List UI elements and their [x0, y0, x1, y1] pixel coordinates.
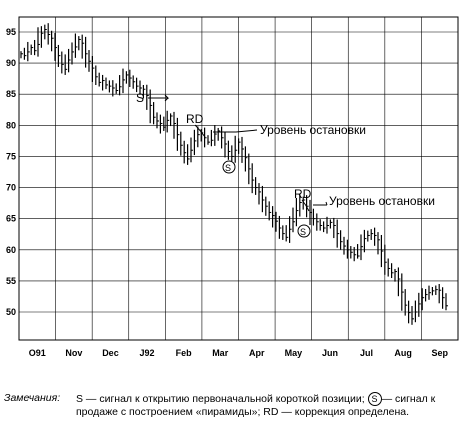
stop-leader-2	[325, 201, 328, 206]
x-tick-label: Jul	[360, 348, 373, 358]
x-tick-label: Nov	[65, 348, 82, 358]
footnote-text-part-2: — сигнал к продаже с построением «пирами…	[76, 392, 436, 418]
rd-leader-2	[301, 199, 310, 212]
plot-frame	[18, 16, 459, 341]
y-tick-label: 90	[6, 58, 16, 68]
footnote-circle-s: S	[367, 392, 382, 406]
footnote-text-part-1: S — сигнал к открытию первоначальной кор…	[76, 392, 368, 405]
y-tick-label: 75	[6, 151, 16, 161]
y-tick-label: 80	[6, 120, 16, 130]
y-tick-label: 65	[6, 214, 16, 224]
rd-label-1: RD	[186, 112, 204, 126]
y-tick-label: 60	[6, 245, 16, 255]
annotations: S RD Уровень остановки S RD Уровень оста…	[136, 91, 435, 238]
x-axis: O91 Nov Dec J92 Feb Mar Apr May Jun Jul Aug Sep	[29, 348, 449, 358]
stop-label-1: Уровень остановки	[260, 123, 366, 137]
y-tick-label: 50	[6, 307, 16, 317]
footnote-text: S — сигнал к открытию первоначальной кор…	[76, 392, 460, 419]
footnote-label: Замечания:	[4, 392, 61, 404]
stop-leader-1	[235, 129, 258, 133]
x-tick-label: Dec	[102, 348, 119, 358]
s-pyramid-circle-2	[297, 224, 311, 238]
s-pyramid-label-1: S	[225, 163, 231, 173]
rd-leader-1	[194, 124, 206, 138]
s-pyramid-label-2: S	[300, 227, 306, 237]
x-tick-label: J92	[140, 348, 155, 358]
s-short-label: S	[136, 91, 144, 105]
y-tick-label: 85	[6, 89, 16, 99]
x-tick-label: Apr	[249, 348, 265, 358]
x-tick-label: Mar	[212, 348, 229, 358]
y-tick-label: 55	[6, 276, 16, 286]
stop-label-2: Уровень остановки	[329, 194, 435, 208]
x-tick-label: Sep	[431, 348, 448, 358]
x-tick-label: Jun	[322, 348, 338, 358]
rd-label-2: RD	[294, 187, 312, 201]
x-tick-label: Feb	[176, 348, 193, 358]
s-pyramid-circle-1	[222, 160, 236, 174]
y-tick-label: 95	[6, 27, 16, 37]
chart-grid	[19, 17, 458, 340]
y-axis: 95 90 85 80 75 70 65 60 55 50	[6, 27, 16, 317]
x-tick-label: O91	[29, 348, 46, 358]
price-chart: 95 90 85 80 75 70 65 60 55 50 O91 Nov Dec J92 Feb Mar A…	[6, 16, 459, 358]
s-short-arrow	[148, 94, 170, 102]
x-tick-label: May	[285, 348, 303, 358]
x-tick-label: Aug	[394, 348, 412, 358]
y-tick-label: 70	[6, 183, 16, 193]
price-bars	[20, 23, 448, 325]
